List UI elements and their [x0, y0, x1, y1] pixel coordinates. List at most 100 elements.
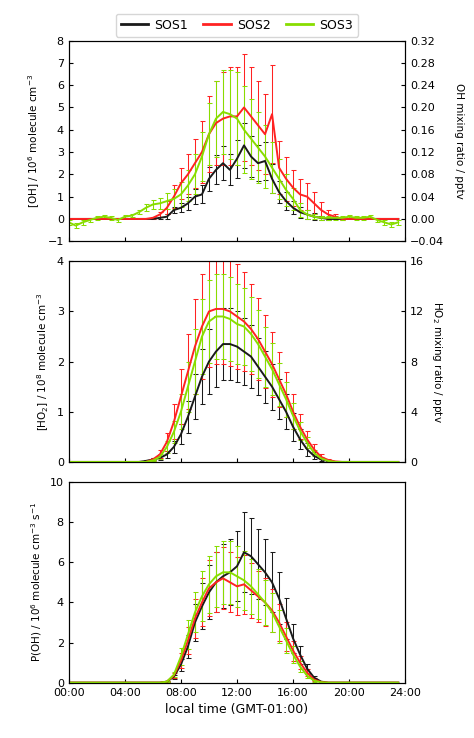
SOS2 [220, 114, 226, 123]
SOS2 [136, 215, 142, 224]
SOS2 [297, 190, 303, 199]
SOS3 [360, 213, 366, 222]
SOS2 [164, 204, 170, 213]
SOS2 [150, 213, 155, 222]
SOS1 [311, 213, 317, 221]
SOS1 [276, 187, 282, 196]
SOS3 [87, 215, 92, 224]
SOS1 [360, 215, 366, 224]
SOS2 [395, 215, 401, 224]
SOS1 [332, 215, 338, 224]
SOS2 [382, 215, 387, 224]
SOS1 [80, 215, 86, 224]
SOS1 [325, 215, 331, 224]
SOS1 [101, 215, 107, 224]
SOS3 [382, 218, 387, 227]
SOS1 [129, 215, 135, 224]
SOS3 [388, 220, 394, 229]
SOS3 [192, 170, 198, 179]
SOS3 [304, 210, 310, 219]
SOS2 [213, 119, 219, 128]
SOS1 [318, 213, 324, 222]
SOS1 [382, 215, 387, 224]
SOS2 [283, 174, 289, 183]
SOS3 [339, 213, 345, 222]
SOS1 [395, 215, 401, 224]
SOS3 [269, 163, 275, 172]
SOS1 [185, 199, 191, 208]
SOS2 [269, 110, 275, 119]
SOS3 [395, 218, 401, 227]
SOS3 [115, 215, 121, 224]
SOS2 [262, 130, 268, 139]
SOS1 [178, 204, 184, 213]
SOS1 [241, 141, 247, 150]
SOS1 [367, 215, 373, 224]
SOS3 [143, 204, 149, 213]
Y-axis label: [OH] / 10$^6$ molecule cm$^{-3}$: [OH] / 10$^6$ molecule cm$^{-3}$ [27, 74, 42, 208]
SOS3 [164, 197, 170, 206]
SOS1 [94, 215, 100, 224]
SOS3 [255, 143, 261, 152]
SOS2 [206, 130, 212, 139]
SOS1 [122, 215, 128, 224]
SOS1 [255, 159, 261, 168]
SOS3 [157, 199, 163, 208]
SOS2 [388, 215, 394, 224]
SOS2 [248, 112, 254, 121]
SOS1 [157, 213, 163, 222]
SOS2 [339, 215, 345, 224]
SOS3 [213, 114, 219, 123]
SOS2 [185, 170, 191, 179]
SOS2 [332, 213, 338, 221]
SOS2 [122, 215, 128, 224]
SOS2 [353, 215, 359, 224]
Y-axis label: [HO$_2$] / 10$^8$ molecule cm$^{-3}$: [HO$_2$] / 10$^8$ molecule cm$^{-3}$ [36, 292, 51, 431]
Line: SOS2: SOS2 [69, 108, 398, 219]
SOS1 [269, 174, 275, 183]
SOS2 [115, 215, 121, 224]
SOS3 [374, 215, 380, 224]
SOS1 [262, 156, 268, 165]
SOS3 [311, 213, 317, 221]
SOS2 [304, 192, 310, 201]
SOS2 [94, 215, 100, 224]
SOS3 [73, 221, 79, 230]
SOS1 [73, 215, 79, 224]
SOS3 [248, 134, 254, 143]
SOS3 [129, 211, 135, 220]
SOS2 [276, 163, 282, 172]
SOS2 [171, 192, 177, 201]
SOS1 [234, 154, 240, 163]
SOS2 [234, 112, 240, 121]
SOS1 [171, 206, 177, 215]
SOS1 [388, 215, 394, 224]
SOS1 [213, 165, 219, 174]
SOS2 [325, 210, 331, 219]
SOS1 [248, 152, 254, 161]
SOS2 [101, 215, 107, 224]
SOS3 [262, 152, 268, 161]
SOS1 [374, 215, 380, 224]
X-axis label: local time (GMT-01:00): local time (GMT-01:00) [165, 703, 309, 716]
SOS2 [87, 215, 92, 224]
SOS3 [290, 194, 296, 203]
SOS1 [220, 159, 226, 168]
SOS3 [171, 194, 177, 203]
SOS2 [318, 206, 324, 215]
Y-axis label: P(OH) / 10$^6$ molecule cm$^{-3}$ s$^{-1}$: P(OH) / 10$^6$ molecule cm$^{-3}$ s$^{-1… [29, 502, 44, 663]
SOS3 [234, 114, 240, 123]
SOS3 [66, 218, 72, 227]
SOS3 [297, 206, 303, 215]
SOS2 [290, 183, 296, 192]
SOS2 [66, 215, 72, 224]
SOS1 [136, 215, 142, 224]
SOS2 [108, 215, 114, 224]
Line: SOS1: SOS1 [69, 145, 398, 219]
SOS1 [66, 215, 72, 224]
SOS1 [199, 190, 205, 199]
SOS2 [143, 215, 149, 224]
SOS1 [290, 204, 296, 213]
SOS3 [318, 213, 324, 222]
SOS1 [115, 215, 121, 224]
